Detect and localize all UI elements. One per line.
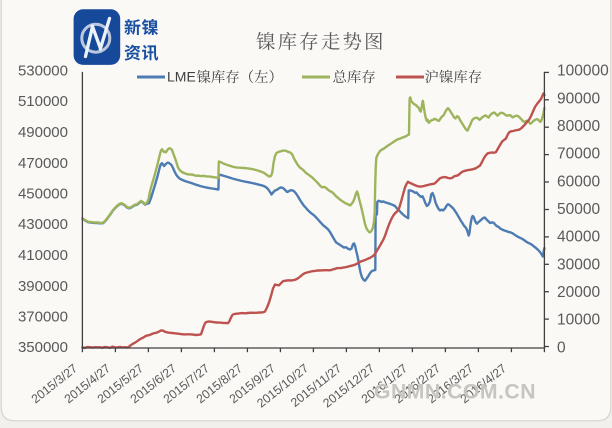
svg-text:490000: 490000 [18, 124, 68, 141]
svg-text:0: 0 [557, 339, 566, 356]
svg-text:100000: 100000 [557, 63, 609, 80]
svg-text:70000: 70000 [557, 146, 600, 163]
svg-text:410000: 410000 [18, 247, 68, 264]
svg-text:350000: 350000 [18, 339, 68, 356]
svg-text:LME: LME [167, 69, 196, 85]
svg-text:20000: 20000 [557, 284, 600, 301]
svg-text:430000: 430000 [18, 216, 68, 233]
svg-text:GNMN.COM.CN: GNMN.COM.CN [374, 381, 536, 404]
svg-text:50000: 50000 [557, 201, 600, 218]
svg-text:450000: 450000 [18, 186, 68, 203]
svg-text:370000: 370000 [18, 309, 68, 326]
svg-text:30000: 30000 [557, 256, 600, 273]
svg-text:390000: 390000 [18, 278, 68, 295]
svg-text:60000: 60000 [557, 173, 600, 190]
svg-text:510000: 510000 [18, 93, 68, 110]
svg-text:530000: 530000 [18, 63, 68, 80]
svg-text:40000: 40000 [557, 229, 600, 246]
svg-text:90000: 90000 [557, 90, 600, 107]
svg-text:470000: 470000 [18, 155, 68, 172]
svg-text:10000: 10000 [557, 312, 600, 329]
svg-text:80000: 80000 [557, 118, 600, 135]
